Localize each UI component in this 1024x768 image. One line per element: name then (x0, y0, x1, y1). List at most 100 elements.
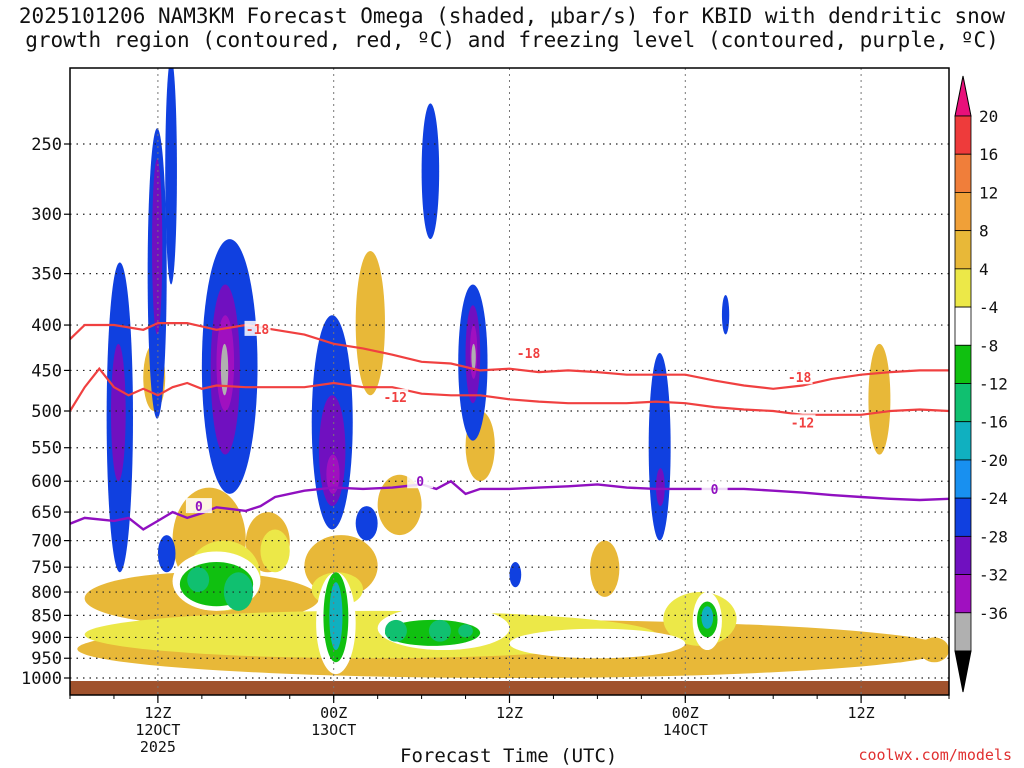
dgz-minus12-line (70, 366, 949, 416)
colorbar-cell-4 (954, 230, 972, 270)
y-tick-label-300: 300 (31, 205, 62, 225)
label-freezing-b-bg (407, 473, 434, 489)
colorbar-cell-6 (954, 306, 972, 346)
x-tick-label-42-1: 00Z (672, 704, 699, 722)
colorbar-label-6: -8 (979, 336, 998, 355)
omega-region-52 (326, 454, 340, 494)
colorbar-cell-11 (954, 497, 972, 537)
dgz-minus18-line (70, 322, 949, 390)
label-minus12-b-bg (789, 414, 816, 430)
colorbar-label-13: -36 (979, 604, 1008, 623)
omega-region-11 (868, 343, 891, 455)
x-tick-label-6-1: 12Z (144, 704, 171, 722)
colorbar-cell-8 (954, 383, 972, 423)
label-minus18-c-bg (786, 369, 813, 385)
label-minus18-a: -18 (246, 323, 270, 338)
omega-region-40 (421, 103, 440, 240)
omega-region-28 (384, 619, 407, 642)
omega-region-14 (260, 529, 290, 573)
omega-region-26 (223, 572, 254, 611)
colorbar-label-11: -28 (979, 527, 1008, 546)
colorbar-label-8: -16 (979, 413, 1008, 432)
colorbar-cell-13 (954, 574, 972, 614)
colorbar-label-4: 4 (979, 260, 989, 279)
x-tick-label-18-2: 13OCT (311, 721, 356, 739)
colorbar-bottom-arrow (954, 650, 972, 693)
y-tick-label-450: 450 (31, 361, 62, 381)
x-tick-label-54-1: 12Z (848, 704, 875, 722)
colorbar-label-3: 8 (979, 222, 989, 241)
x-tick-label-18-1: 00Z (320, 704, 347, 722)
label-minus12-a: -12 (383, 391, 406, 406)
chart-title: 2025101206 NAM3KM Forecast Omega (shaded… (0, 4, 1024, 52)
colorbar-label-5: -4 (979, 298, 998, 317)
omega-region-43 (721, 295, 730, 335)
y-tick-label-250: 250 (31, 135, 62, 155)
chart-title-line1: 2025101206 NAM3KM Forecast Omega (shaded… (18, 4, 1006, 28)
label-freezing-a: 0 (195, 500, 203, 515)
label-freezing-c: 0 (711, 483, 719, 498)
colorbar-cell-14 (954, 612, 972, 652)
label-minus18-b-bg (515, 344, 542, 360)
label-minus18-c: -18 (788, 371, 812, 386)
omega-region-29 (428, 619, 451, 642)
colorbar-label-1: 16 (979, 145, 998, 164)
omega-region-27 (187, 567, 210, 593)
colorbar-cell-1 (954, 115, 972, 155)
y-tick-label-500: 500 (31, 402, 62, 422)
colorbar-cell-7 (954, 344, 972, 384)
y-tick-label-550: 550 (31, 439, 62, 459)
omega-region-49 (152, 159, 163, 335)
label-minus18-b: -18 (517, 347, 541, 362)
omega-region-35 (157, 535, 176, 573)
omega-region-50 (656, 468, 665, 507)
colorbar-cell-12 (954, 535, 972, 575)
omega-region-20 (509, 628, 686, 659)
y-tick-label-600: 600 (31, 472, 62, 492)
x-tick-label-6-3: 2025 (140, 738, 176, 756)
contours: -18 -18 -18 -12 -12 0 0 0 (70, 320, 949, 531)
omega-region-30 (458, 624, 473, 638)
colorbar-label-7: -12 (979, 375, 1008, 394)
omega-region-44 (509, 562, 522, 588)
grid-lines (70, 68, 949, 695)
colorbar-cell-10 (954, 459, 972, 499)
x-tick-label-30-1: 12Z (496, 704, 523, 722)
y-tick-label-750: 750 (31, 558, 62, 578)
label-minus18-a-bg (244, 320, 271, 336)
colorbar-cell-5 (954, 268, 972, 308)
omega-region-36 (165, 68, 177, 285)
colorbar-label-12: -32 (979, 566, 1008, 585)
y-tick-label-950: 950 (31, 649, 62, 669)
label-freezing-b: 0 (416, 475, 424, 490)
omega-region-55 (471, 343, 476, 371)
omega-region-39 (355, 506, 378, 541)
footer-credit: coolwx.com/models (858, 746, 1012, 764)
omega-region-54 (220, 343, 229, 396)
colorbar-label-10: -24 (979, 489, 1008, 508)
omega-region-8 (590, 540, 620, 597)
omega-region-6 (377, 474, 422, 536)
x-axis-title: Forecast Time (UTC) (400, 745, 618, 767)
omega-region-45 (111, 343, 126, 482)
x-tick-label-42-2: 14OCT (663, 721, 708, 739)
y-tick-label-700: 700 (31, 532, 62, 552)
colorbar-label-2: 12 (979, 183, 998, 202)
y-tick-label-900: 900 (31, 628, 62, 648)
label-freezing-c-bg (701, 480, 728, 496)
y-tick-label-350: 350 (31, 265, 62, 285)
y-tick-label-650: 650 (31, 503, 62, 523)
omega-region-42 (648, 352, 671, 541)
x-tick-label-6-2: 12OCT (135, 721, 180, 739)
y-tick-label-400: 400 (31, 316, 62, 336)
label-freezing-a-bg (185, 498, 212, 514)
y-tick-label-1000: 1000 (21, 669, 62, 689)
y-axis: 2503003504004505005506006507007508008509… (21, 135, 70, 689)
omega-region-31 (329, 582, 343, 651)
colorbar-label-9: -20 (979, 451, 1008, 470)
omega-region-32 (701, 606, 714, 629)
freezing-level-line (70, 479, 949, 531)
colorbar-top-arrow (954, 75, 972, 117)
